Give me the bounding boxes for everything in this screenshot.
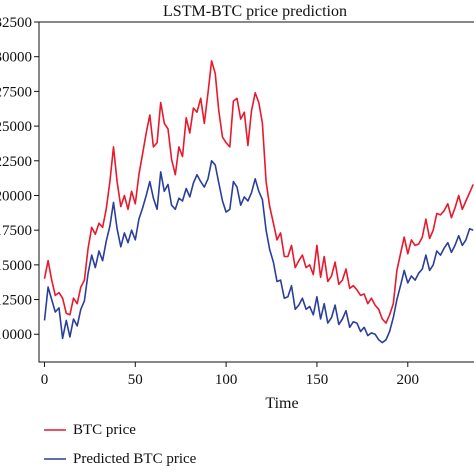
y-tick-label: 22500 (0, 154, 32, 170)
x-axis: 0 50 100 150 200 (41, 362, 419, 388)
x-axis-label: Time (265, 395, 298, 412)
x-tick-label: 0 (41, 372, 49, 388)
x-tick-label: 150 (306, 372, 329, 388)
x-tick-label: 100 (215, 372, 238, 388)
y-tick-label: 15000 (0, 258, 32, 274)
y-tick-label: 12500 (0, 293, 32, 309)
series-layer (43, 60, 474, 344)
legend-label: BTC price (73, 422, 136, 438)
series-line-predicted-btc-price (43, 160, 474, 344)
y-tick-label: 27500 (0, 84, 32, 100)
y-tick-label: 30000 (0, 50, 32, 66)
y-tick-label: 17500 (0, 223, 32, 239)
series-line-btc-price (43, 60, 474, 324)
y-tick-label: 10000 (0, 327, 32, 343)
chart-title: LSTM-BTC price prediction (163, 3, 347, 20)
plot-frame (38, 21, 474, 363)
x-tick-label: 50 (128, 372, 143, 388)
legend-label: Predicted BTC price (73, 451, 197, 467)
legend: BTC price Predicted BTC price (44, 422, 197, 467)
y-tick-label: 20000 (0, 188, 32, 204)
y-tick-label: 32500 (0, 15, 32, 31)
x-tick-label: 200 (397, 372, 420, 388)
